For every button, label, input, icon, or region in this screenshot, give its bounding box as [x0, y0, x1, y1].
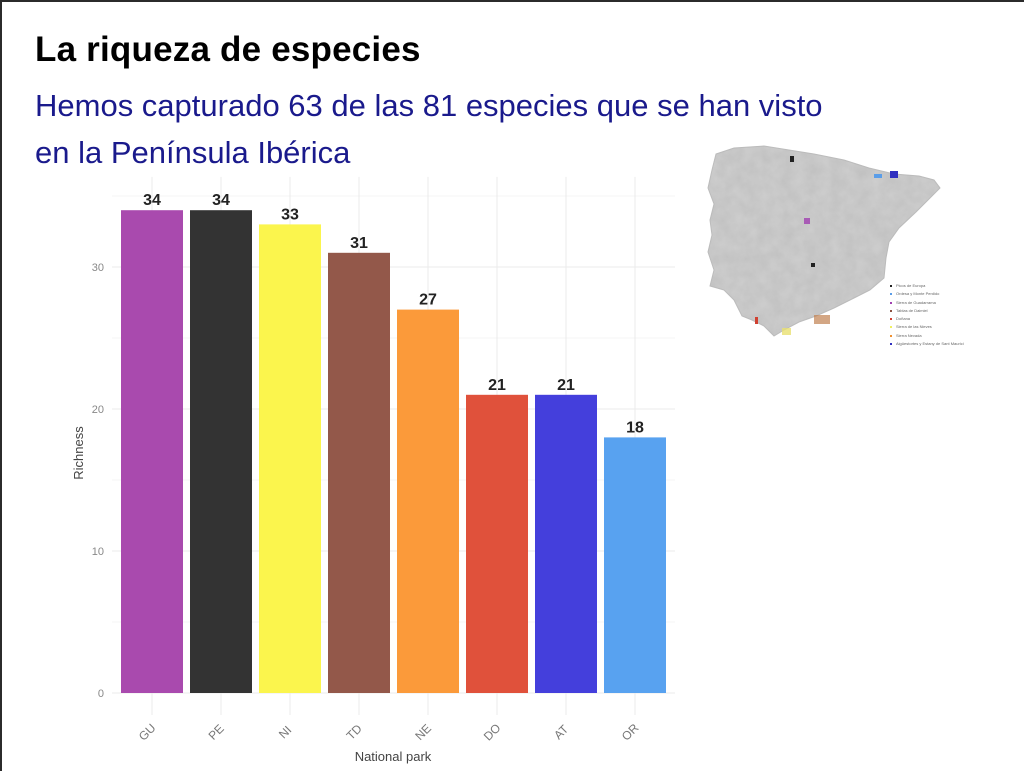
legend-marker-icon: [890, 284, 892, 287]
x-tick-label: PE: [206, 722, 227, 743]
park-marker-donana: [755, 317, 758, 324]
park-marker-nevada: [814, 315, 830, 324]
bar-td: [328, 252, 390, 694]
x-tick-label: GU: [136, 721, 159, 744]
park-marker-aiguestortes: [890, 171, 898, 178]
map-legend-label: Aigüestortes y Estany de Sant Maurici: [896, 341, 964, 347]
legend-marker-icon: [890, 293, 892, 296]
bar-at: [535, 394, 597, 693]
map-legend-item: Ordesa y Monte Perdido: [890, 290, 964, 298]
legend-marker-icon: [890, 318, 892, 321]
data-label: 21: [488, 377, 506, 394]
map-legend-label: Sierra Nevada: [896, 332, 922, 338]
bar-chart: 34 34 33 31 27 21 21 18 0 10 20 30 GU PE NI TD NE DO AT O…: [71, 176, 675, 764]
x-tick-label: NE: [412, 721, 434, 743]
bar-or: [604, 437, 666, 693]
y-axis-label: Richness: [71, 426, 86, 480]
legend-marker-icon: [890, 309, 892, 312]
park-marker-guadarrama: [804, 218, 810, 224]
map-legend-label: Sierra de Guadarrama: [896, 299, 936, 305]
y-axis-ticks: 0 10 20 30: [92, 262, 104, 700]
data-label: 18: [626, 419, 644, 436]
legend-marker-icon: [890, 326, 892, 329]
x-axis-ticks: GU PE NI TD NE DO AT OR: [136, 721, 642, 744]
bar-gu: [121, 210, 183, 693]
bar-pe: [190, 210, 252, 693]
park-marker-daimiel: [811, 263, 815, 267]
map-legend-label: Picos de Europa: [896, 283, 926, 288]
map-legend-item: Doñana: [890, 315, 964, 323]
map-legend-label: Doñana: [896, 316, 911, 322]
subtitle-line-2: en la Península Ibérica: [35, 135, 351, 170]
map-legend-item: Picos de Europa: [890, 282, 964, 290]
window-border-left: [0, 0, 2, 771]
map-legend-label: Sierra de las Nieves: [896, 324, 932, 330]
bar-do: [466, 394, 528, 693]
x-tick-label: AT: [551, 722, 572, 743]
legend-marker-icon: [890, 334, 892, 337]
slide-title: La riqueza de especies: [35, 30, 421, 69]
legend-marker-icon: [890, 301, 892, 304]
y-tick-label: 20: [92, 404, 104, 416]
x-tick-label: TD: [344, 721, 365, 742]
y-tick-label: 30: [92, 262, 104, 274]
subtitle-line-1: Hemos capturado 63 de las 81 especies qu…: [35, 88, 823, 123]
x-tick-label: OR: [619, 721, 642, 744]
chart-bars: [121, 210, 666, 694]
park-marker-picos: [790, 156, 794, 162]
map-legend-item: Tablas de Daimiel: [890, 307, 964, 315]
map-legend-label: Ordesa y Monte Perdido: [896, 291, 940, 297]
legend-marker-icon: [890, 343, 892, 346]
park-marker-nieves: [782, 328, 791, 335]
bar-ne: [397, 309, 459, 693]
x-tick-label: NI: [276, 723, 294, 741]
map-legend-item: Sierra Nevada: [890, 332, 964, 340]
map-legend-item: Sierra de Guadarrama: [890, 299, 964, 307]
data-label: 34: [212, 192, 230, 209]
x-tick-label: DO: [481, 721, 504, 744]
map-legend-item: Aigüestortes y Estany de Sant Maurici: [890, 340, 964, 348]
data-label: 21: [557, 377, 575, 394]
y-tick-label: 0: [98, 688, 104, 700]
bar-ni: [259, 224, 321, 693]
park-marker-ordesa: [874, 174, 882, 178]
data-label: 33: [281, 206, 299, 223]
data-label: 34: [143, 192, 161, 209]
y-tick-label: 10: [92, 546, 104, 558]
map-legend-item: Sierra de las Nieves: [890, 323, 964, 331]
slide-subtitle: Hemos capturado 63 de las 81 especies qu…: [35, 82, 1024, 176]
map-legend-label: Tablas de Daimiel: [896, 307, 928, 313]
map-legend: Picos de Europa Ordesa y Monte Perdido Sie…: [890, 282, 964, 348]
x-axis-label: National park: [355, 749, 432, 764]
data-label: 27: [419, 292, 437, 309]
window-border-top: [0, 0, 1024, 2]
iberian-peninsula-map: [707, 145, 941, 337]
chart-data-labels: 34 34 33 31 27 21 21 18: [143, 192, 644, 436]
data-label: 31: [350, 235, 368, 252]
